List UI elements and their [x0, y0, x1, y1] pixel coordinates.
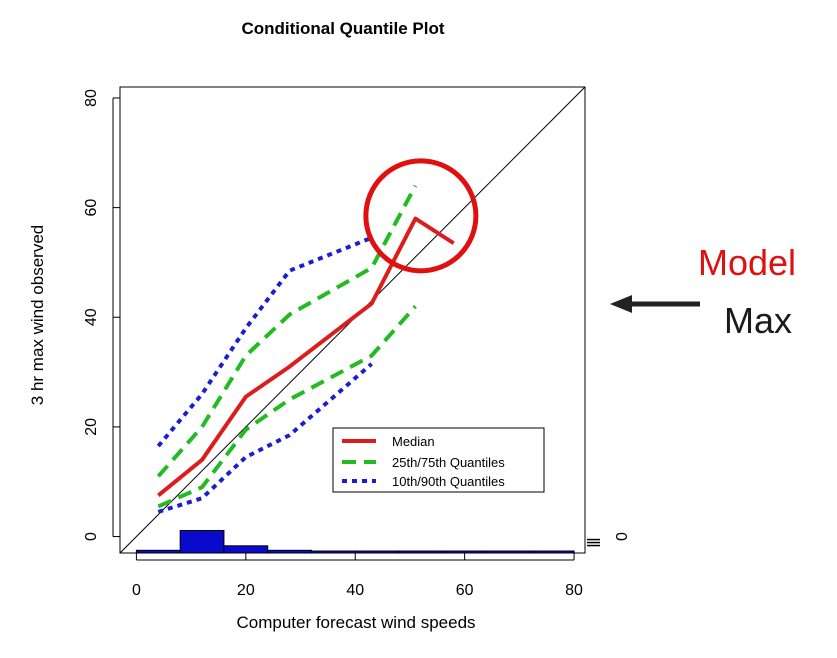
y-tick-label: 40	[83, 308, 100, 326]
arrowhead-icon	[610, 295, 632, 313]
y-tick-label: 20	[83, 418, 100, 436]
series-line-10th-90th-quantiles-lower	[157, 362, 373, 514]
histogram-bar	[442, 550, 488, 554]
x-tick-label: 20	[237, 582, 255, 599]
x-tick-label: 40	[346, 582, 364, 599]
histogram-bar	[223, 545, 269, 554]
x-tick-label: 0	[132, 582, 141, 599]
x-tick-label: 60	[456, 582, 474, 599]
annotation-model: Model	[698, 242, 797, 283]
histogram-bar	[267, 549, 312, 554]
chart-title: Conditional Quantile Plot	[241, 19, 444, 38]
histogram-bar	[486, 550, 531, 554]
y-tick-label: 60	[83, 199, 100, 217]
histogram-bar	[310, 550, 356, 554]
histogram-bar	[179, 530, 225, 554]
y-tick-label: 0	[83, 532, 100, 541]
legend-label-deciles: 10th/90th Quantiles	[392, 474, 505, 489]
x-tick-label: 80	[565, 582, 583, 599]
legend: Median 25th/75th Quantiles 10th/90th Qua…	[332, 427, 545, 493]
x-axis-label: Computer forecast wind speeds	[236, 613, 475, 632]
histogram-bar	[398, 550, 444, 554]
right-axis-tick-label: 0	[614, 532, 631, 541]
histogram-bar	[354, 550, 400, 554]
histogram-bar	[135, 549, 181, 554]
y-axis-label: 3 hr max wind observed	[28, 225, 47, 405]
histogram-bar	[529, 550, 575, 554]
arrow	[610, 295, 700, 313]
highlight-circle	[363, 158, 479, 274]
legend-label-median: Median	[392, 434, 435, 449]
legend-label-quartiles: 25th/75th Quantiles	[392, 455, 505, 470]
series-line-25th-75th-quantiles-lower	[157, 304, 417, 509]
annotation-max: Max	[724, 300, 793, 341]
series-line-median	[157, 216, 455, 497]
y-tick-label: 80	[83, 89, 100, 107]
